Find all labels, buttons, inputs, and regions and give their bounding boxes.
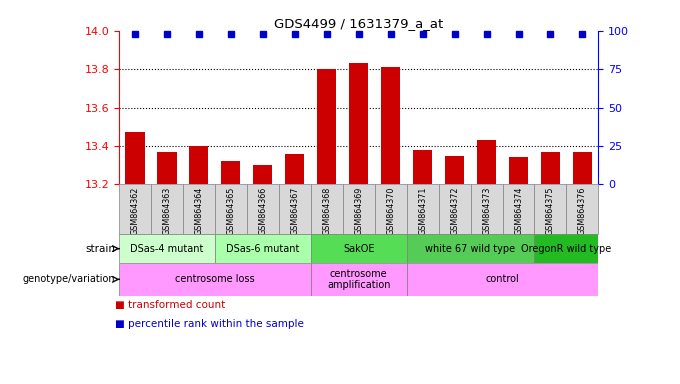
FancyBboxPatch shape bbox=[534, 184, 566, 234]
Text: GSM864373: GSM864373 bbox=[482, 187, 491, 235]
Bar bbox=[285, 154, 305, 184]
FancyBboxPatch shape bbox=[566, 184, 598, 234]
FancyBboxPatch shape bbox=[183, 184, 215, 234]
FancyBboxPatch shape bbox=[247, 184, 279, 234]
Bar bbox=[125, 132, 145, 184]
Text: DSas-6 mutant: DSas-6 mutant bbox=[226, 243, 299, 254]
FancyBboxPatch shape bbox=[215, 234, 311, 263]
FancyBboxPatch shape bbox=[534, 234, 598, 263]
FancyBboxPatch shape bbox=[375, 184, 407, 234]
Bar bbox=[253, 165, 273, 184]
Bar bbox=[413, 150, 432, 184]
FancyBboxPatch shape bbox=[119, 263, 311, 296]
Text: SakOE: SakOE bbox=[343, 243, 375, 254]
Text: ■ transformed count: ■ transformed count bbox=[116, 300, 226, 310]
Text: GSM864376: GSM864376 bbox=[578, 187, 587, 235]
FancyBboxPatch shape bbox=[407, 234, 534, 263]
Title: GDS4499 / 1631379_a_at: GDS4499 / 1631379_a_at bbox=[274, 17, 443, 30]
FancyBboxPatch shape bbox=[343, 184, 375, 234]
Bar bbox=[477, 140, 496, 184]
Text: GSM864362: GSM864362 bbox=[131, 187, 139, 235]
Text: GSM864368: GSM864368 bbox=[322, 187, 331, 235]
Bar bbox=[157, 152, 177, 184]
FancyBboxPatch shape bbox=[119, 184, 151, 234]
Bar bbox=[189, 146, 209, 184]
Text: GSM864365: GSM864365 bbox=[226, 187, 235, 235]
Text: GSM864374: GSM864374 bbox=[514, 187, 523, 235]
Text: GSM864364: GSM864364 bbox=[194, 187, 203, 235]
FancyBboxPatch shape bbox=[407, 263, 598, 296]
FancyBboxPatch shape bbox=[119, 234, 215, 263]
FancyBboxPatch shape bbox=[279, 184, 311, 234]
Text: GSM864369: GSM864369 bbox=[354, 187, 363, 235]
Bar bbox=[349, 63, 369, 184]
Text: centrosome
amplification: centrosome amplification bbox=[327, 268, 390, 290]
Text: genotype/variation: genotype/variation bbox=[23, 274, 116, 285]
Bar bbox=[445, 156, 464, 184]
FancyBboxPatch shape bbox=[311, 184, 343, 234]
Bar bbox=[573, 152, 592, 184]
Bar bbox=[541, 152, 560, 184]
Text: GSM864366: GSM864366 bbox=[258, 187, 267, 235]
FancyBboxPatch shape bbox=[215, 184, 247, 234]
FancyBboxPatch shape bbox=[439, 184, 471, 234]
Text: OregonR wild type: OregonR wild type bbox=[522, 243, 611, 254]
Bar bbox=[509, 157, 528, 184]
FancyBboxPatch shape bbox=[311, 234, 407, 263]
Text: strain: strain bbox=[86, 243, 116, 254]
Text: ■ percentile rank within the sample: ■ percentile rank within the sample bbox=[116, 319, 304, 329]
Bar bbox=[381, 67, 401, 184]
Text: control: control bbox=[486, 274, 520, 285]
Text: GSM864371: GSM864371 bbox=[418, 187, 427, 235]
Text: centrosome loss: centrosome loss bbox=[175, 274, 255, 285]
FancyBboxPatch shape bbox=[503, 184, 534, 234]
Bar bbox=[221, 161, 241, 184]
Text: DSas-4 mutant: DSas-4 mutant bbox=[131, 243, 203, 254]
Text: white 67 wild type: white 67 wild type bbox=[426, 243, 515, 254]
Bar bbox=[317, 69, 337, 184]
FancyBboxPatch shape bbox=[407, 184, 439, 234]
Text: GSM864370: GSM864370 bbox=[386, 187, 395, 235]
Text: GSM864363: GSM864363 bbox=[163, 187, 171, 235]
Text: GSM864367: GSM864367 bbox=[290, 187, 299, 235]
FancyBboxPatch shape bbox=[151, 184, 183, 234]
FancyBboxPatch shape bbox=[471, 184, 503, 234]
Text: GSM864375: GSM864375 bbox=[546, 187, 555, 235]
FancyBboxPatch shape bbox=[311, 263, 407, 296]
Text: GSM864372: GSM864372 bbox=[450, 187, 459, 235]
